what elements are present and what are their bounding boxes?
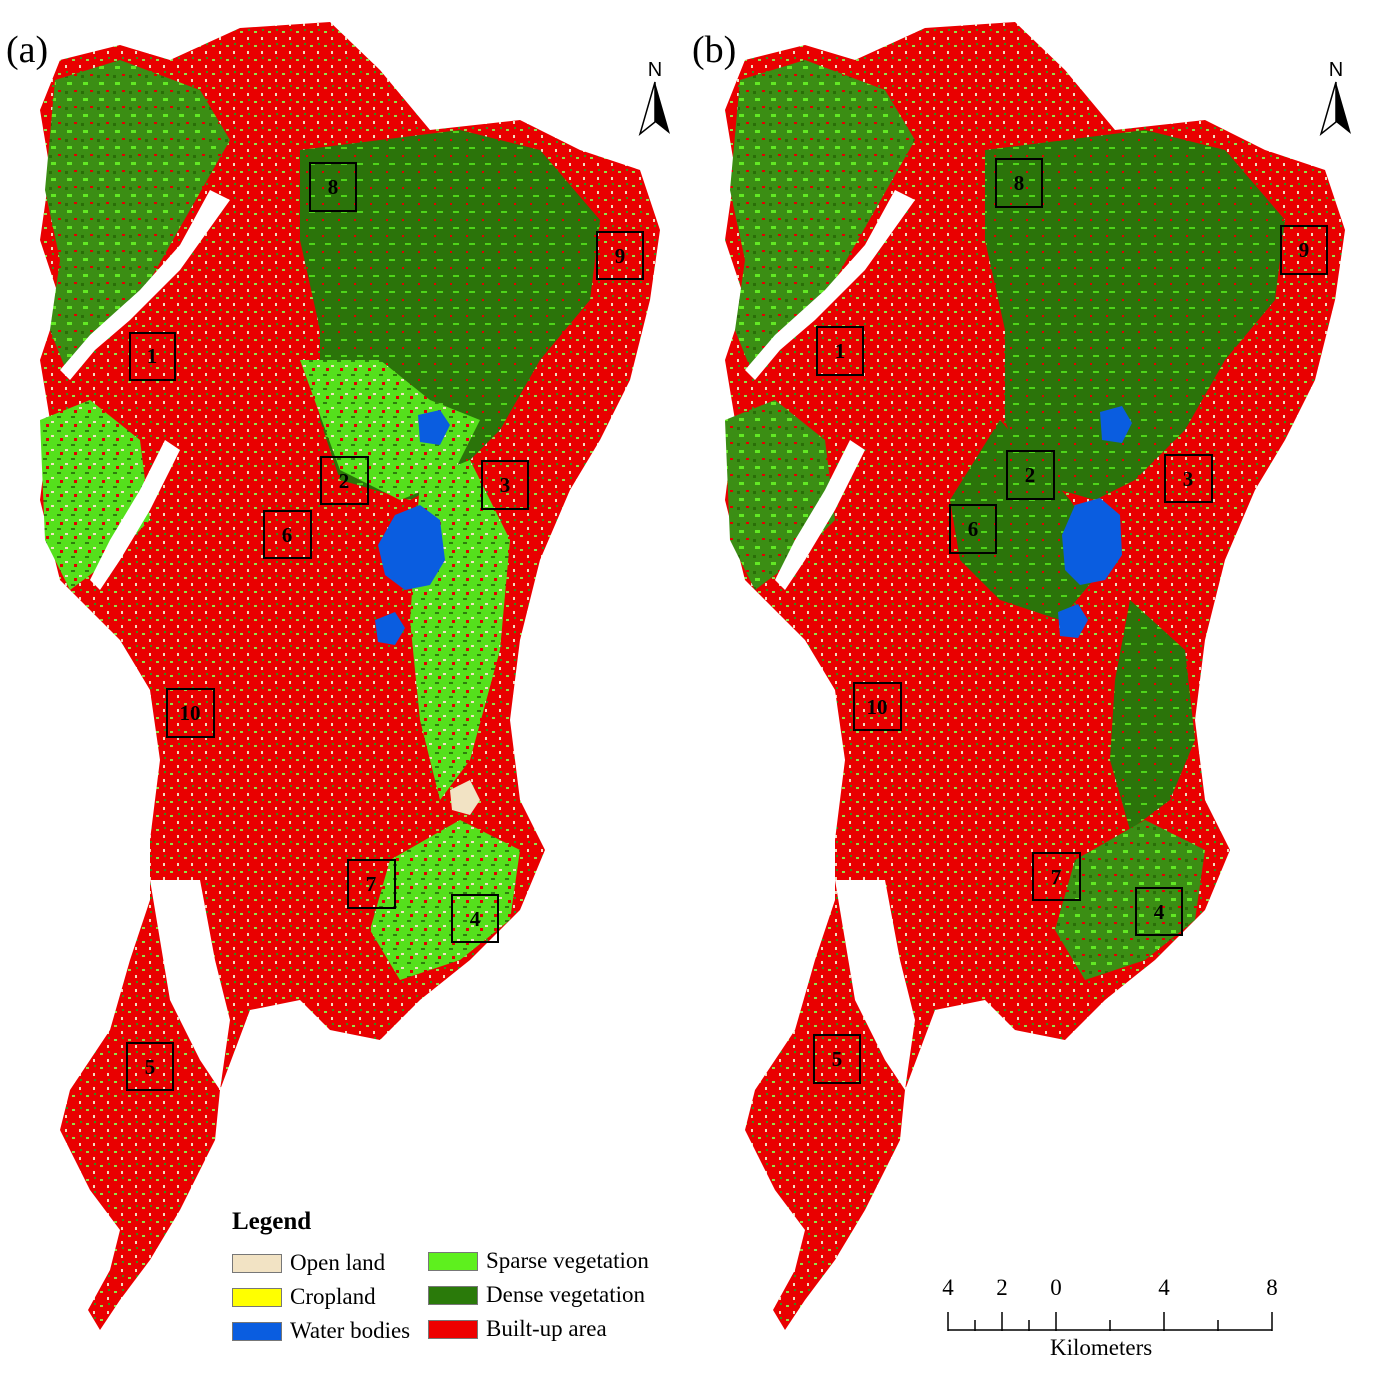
open-land-a xyxy=(450,780,480,815)
swatch-cropland xyxy=(232,1287,282,1307)
creek-a-2 xyxy=(90,440,180,590)
legend-label: Dense vegetation xyxy=(486,1282,646,1307)
study-box-b-8: 8 xyxy=(995,158,1043,208)
legend-item-dense-vegetation: Dense vegetation xyxy=(428,1280,645,1310)
panel-label-a: (a) xyxy=(6,29,49,71)
study-box-a-2: 2 xyxy=(320,456,369,505)
lake-b-1 xyxy=(1062,498,1122,585)
swatch-open-land xyxy=(232,1253,282,1273)
study-box-b-5: 5 xyxy=(813,1034,861,1084)
study-box-a-7: 7 xyxy=(347,859,396,909)
svg-text:5: 5 xyxy=(145,1055,156,1079)
scale-tick-label: 8 xyxy=(1266,1275,1278,1300)
study-box-a-4: 4 xyxy=(451,894,499,943)
svg-text:10: 10 xyxy=(180,701,201,725)
svg-text:1: 1 xyxy=(835,339,846,363)
scale-tick-label: 4 xyxy=(1158,1275,1170,1300)
creek-a-1 xyxy=(60,190,230,380)
sparse-veg-a-south xyxy=(370,820,520,980)
legend-item-water-bodies: Water bodies xyxy=(232,1316,410,1346)
lake-b-2 xyxy=(1100,406,1132,443)
lake-a-3 xyxy=(375,612,405,645)
study-box-b-2: 2 xyxy=(1006,450,1055,500)
map-panel-a xyxy=(40,22,660,1330)
svg-text:7: 7 xyxy=(1051,865,1062,889)
scale-unit-label: Kilometers xyxy=(1050,1335,1153,1360)
study-box-b-9: 9 xyxy=(1280,225,1328,275)
swatch-water-bodies xyxy=(232,1321,282,1341)
scale-bar-graphic xyxy=(947,1312,1273,1331)
study-box-a-5: 5 xyxy=(126,1042,174,1091)
legend-item-cropland: Cropland xyxy=(232,1282,376,1312)
study-box-b-4: 4 xyxy=(1135,887,1183,936)
legend-label: Built-up area xyxy=(486,1316,607,1341)
dense-veg-b-west xyxy=(730,60,915,380)
swatch-dense-vegetation xyxy=(428,1285,478,1305)
north-arrow-b xyxy=(1319,81,1351,137)
lake-a-1 xyxy=(378,505,445,590)
svg-text:5: 5 xyxy=(832,1047,843,1071)
svg-text:1: 1 xyxy=(147,344,158,368)
dense-veg-b-east xyxy=(1110,600,1195,830)
north-arrow-a xyxy=(638,81,670,137)
legend-item-open-land: Open land xyxy=(232,1248,385,1278)
creek-b-1 xyxy=(745,190,915,380)
svg-text:3: 3 xyxy=(1183,467,1194,491)
study-box-b-3: 3 xyxy=(1164,454,1213,503)
svg-text:9: 9 xyxy=(615,244,626,268)
swatch-built-up-area xyxy=(428,1319,478,1339)
svg-text:9: 9 xyxy=(1299,238,1310,262)
dense-veg-b-south xyxy=(1055,820,1205,980)
svg-text:2: 2 xyxy=(1025,463,1036,487)
svg-text:7: 7 xyxy=(366,872,377,896)
lake-b-3 xyxy=(1058,604,1088,638)
study-box-b-6: 6 xyxy=(949,504,997,554)
study-box-a-6: 6 xyxy=(263,510,312,559)
dense-forest-b xyxy=(985,130,1285,500)
scale-tick-label: 0 xyxy=(1050,1275,1062,1300)
legend-label: Open land xyxy=(290,1250,386,1275)
dense-veg-a-west xyxy=(45,60,230,380)
legend-item-built-up-area: Built-up area xyxy=(428,1314,607,1344)
north-label-b: N xyxy=(1329,59,1343,81)
sparse-veg-a-1 xyxy=(300,360,480,500)
study-box-b-7: 7 xyxy=(1032,852,1081,901)
svg-text:6: 6 xyxy=(968,517,979,541)
svg-text:4: 4 xyxy=(470,907,481,931)
legend-title: Legend xyxy=(232,1208,312,1235)
scale-tick-label: 4 xyxy=(942,1275,954,1300)
legend-label: Water bodies xyxy=(290,1318,411,1343)
study-box-b-1: 1 xyxy=(816,326,864,376)
study-box-b-10: 10 xyxy=(853,682,902,731)
study-box-a-8: 8 xyxy=(309,162,357,212)
scale-bar: 4 2 0 4 8 Kilometers xyxy=(930,1275,1310,1365)
svg-text:4: 4 xyxy=(1154,900,1165,924)
svg-text:2: 2 xyxy=(339,469,350,493)
legend-label: Cropland xyxy=(290,1284,376,1309)
study-box-a-3: 3 xyxy=(481,460,529,510)
creek-b-2 xyxy=(775,440,865,590)
bay-a xyxy=(150,880,230,1090)
legend-item-sparse-vegetation: Sparse vegetation xyxy=(428,1246,649,1276)
bay-b xyxy=(835,880,915,1090)
svg-text:10: 10 xyxy=(867,695,888,719)
svg-text:3: 3 xyxy=(500,473,511,497)
svg-text:8: 8 xyxy=(328,175,339,199)
north-label-a: N xyxy=(648,59,662,81)
svg-text:6: 6 xyxy=(282,523,293,547)
scale-tick-label: 2 xyxy=(996,1275,1008,1300)
legend: Legend Open land Cropland Water bodies S… xyxy=(232,1208,682,1378)
panel-label-b: (b) xyxy=(692,29,737,71)
lake-a-2 xyxy=(418,410,450,445)
map-panel-b xyxy=(725,22,1345,1330)
study-box-a-9: 9 xyxy=(596,231,644,280)
legend-label: Sparse vegetation xyxy=(486,1248,649,1273)
svg-text:8: 8 xyxy=(1014,171,1025,195)
study-box-a-10: 10 xyxy=(166,688,215,738)
study-box-a-1: 1 xyxy=(129,332,176,381)
swatch-sparse-vegetation xyxy=(428,1251,478,1271)
